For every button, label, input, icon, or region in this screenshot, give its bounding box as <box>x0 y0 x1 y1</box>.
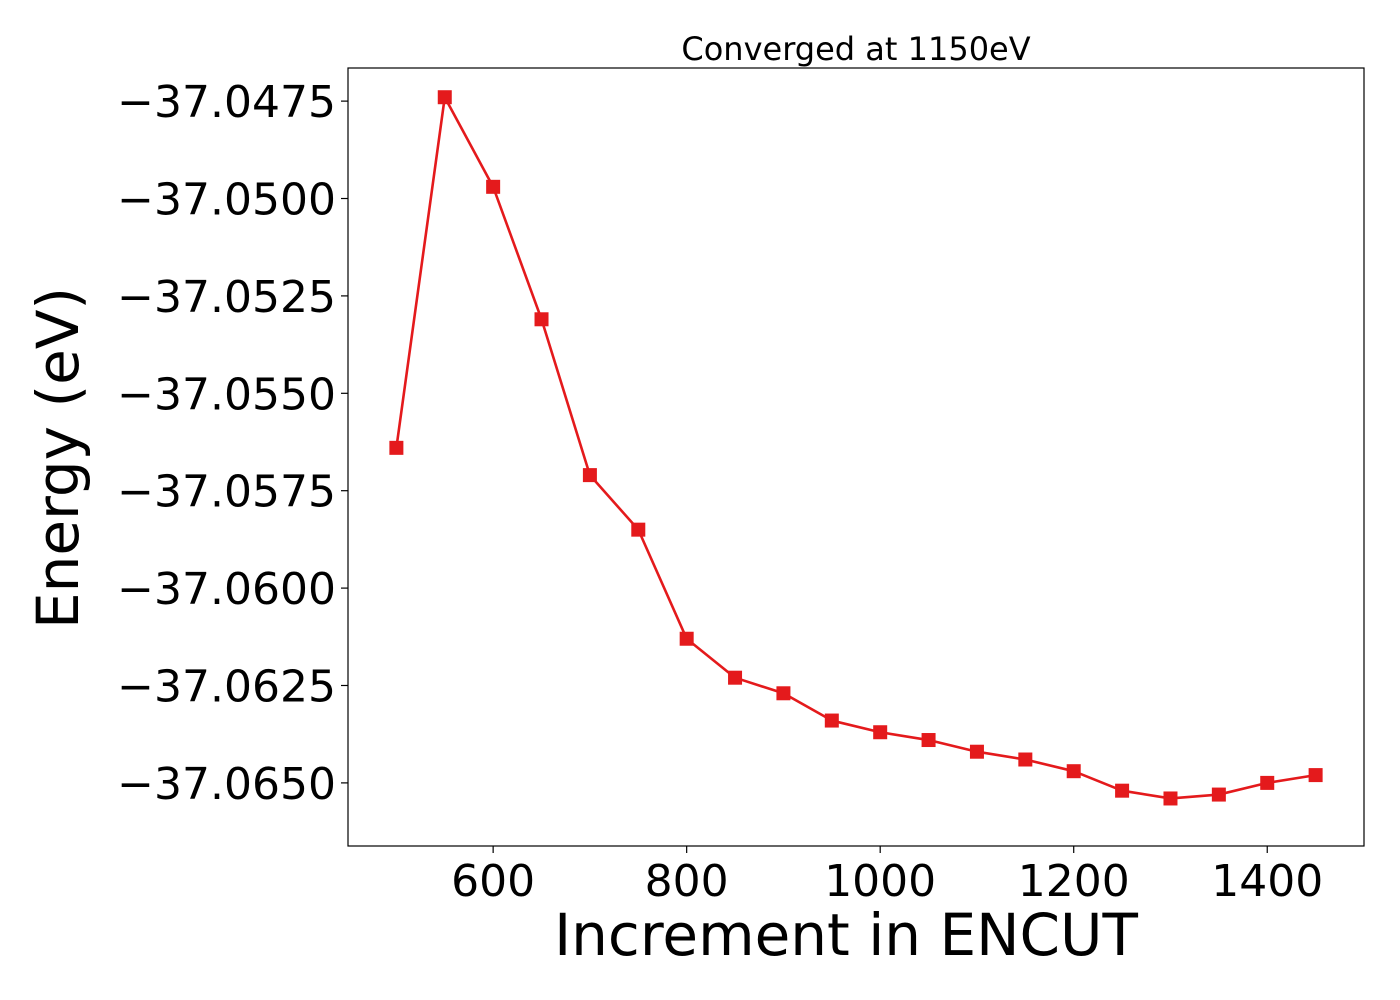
data-point-marker <box>776 686 791 701</box>
data-point-marker <box>1260 775 1275 790</box>
x-tick-label: 800 <box>645 856 729 907</box>
plot-frame <box>347 67 1365 847</box>
x-tick-label: 1000 <box>824 856 936 907</box>
x-axis: 600 800 1000 1200 1400 <box>451 846 1323 907</box>
y-axis: −37.0475 −37.0500 −37.0525 −37.0550 −37.0575… <box>117 77 348 810</box>
data-point-marker <box>1211 787 1226 802</box>
data-point-marker <box>824 713 839 728</box>
data-point-marker <box>486 179 501 194</box>
data-point-marker <box>631 522 646 537</box>
y-tick-label: −37.0550 <box>117 369 336 420</box>
data-point-marker <box>437 90 452 105</box>
y-tick-label: −37.0525 <box>117 272 336 323</box>
data-point-marker <box>1115 783 1130 798</box>
y-tick-label: −37.0575 <box>117 467 336 518</box>
y-tick-label: −37.0500 <box>117 175 336 226</box>
x-tick-label: 1400 <box>1211 856 1323 907</box>
data-point-marker <box>728 670 743 685</box>
data-point-marker <box>1066 764 1081 779</box>
y-tick-label: −37.0625 <box>117 661 336 712</box>
data-point-marker <box>582 468 597 483</box>
plot-area <box>389 90 1323 806</box>
y-tick-label: −37.0475 <box>117 77 336 128</box>
data-point-marker <box>921 733 936 748</box>
data-point-marker <box>1308 768 1323 783</box>
data-point-marker <box>1163 791 1178 806</box>
data-point-marker <box>969 744 984 759</box>
x-tick-label: 1200 <box>1018 856 1130 907</box>
x-axis-label: Increment in ENCUT <box>554 901 1138 969</box>
data-point-marker <box>1018 752 1033 767</box>
data-point-marker <box>873 725 888 740</box>
series-line <box>395 95 1316 800</box>
y-tick-label: −37.0650 <box>117 759 336 810</box>
data-point-marker <box>389 440 404 455</box>
y-tick-label: −37.0600 <box>117 564 336 615</box>
x-tick-label: 600 <box>451 856 535 907</box>
data-point-marker <box>679 631 694 646</box>
y-axis-label: Energy (eV) <box>24 287 92 629</box>
data-point-marker <box>534 312 549 327</box>
chart-title: Converged at 1150eV <box>681 30 1030 68</box>
